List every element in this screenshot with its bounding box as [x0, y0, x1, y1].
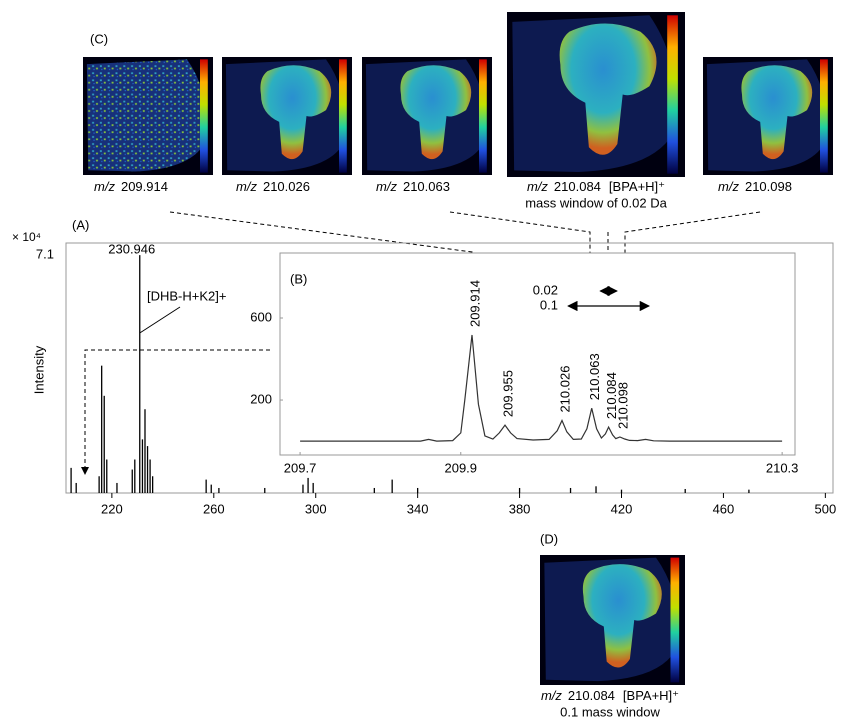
- caption-note: 0.1 mass window: [560, 704, 660, 719]
- caption: m/z 209.914: [94, 179, 168, 194]
- plot-frame: [65, 242, 834, 494]
- mz-prefix: m/z: [236, 179, 257, 194]
- peak-label: 210.026: [557, 366, 572, 413]
- caption: m/z 210.063: [376, 179, 450, 194]
- ion: [BPA+H]⁺: [609, 179, 665, 194]
- annotation-leader: [139, 306, 181, 334]
- x-tick-label: 220: [101, 501, 123, 516]
- x-tick-label: 500: [815, 501, 837, 516]
- ion-image: [362, 57, 492, 175]
- mz-prefix: m/z: [527, 179, 548, 194]
- caption: m/z 210.098: [718, 179, 792, 194]
- mz-prefix: m/z: [718, 179, 739, 194]
- caption: m/z 210.084 [BPA+H]⁺: [527, 179, 665, 194]
- y-tick-label: 7.1: [36, 247, 54, 262]
- mz-value: 210.084: [568, 688, 615, 703]
- peak-label: 230.946: [108, 241, 155, 256]
- caption-note: mass window of 0.02 Da: [525, 195, 667, 210]
- mz-prefix: m/z: [94, 179, 115, 194]
- ion-image: [540, 555, 685, 685]
- mass-window-label: 0.02: [533, 282, 558, 297]
- x-tick-label: 420: [611, 501, 633, 516]
- mz-value: 210.026: [263, 179, 310, 194]
- x-tick-label: 340: [407, 501, 429, 516]
- mz-prefix: m/z: [376, 179, 397, 194]
- peak-label: 209.914: [467, 280, 482, 327]
- ion-image: [507, 12, 685, 178]
- x-tick-label: 460: [713, 501, 735, 516]
- y-axis-label: Intensity: [31, 345, 46, 394]
- spectrum-line: [300, 334, 783, 442]
- mz-value: 210.098: [745, 179, 792, 194]
- x-tick-label: 210.3: [766, 460, 799, 475]
- peak-label: 210.063: [587, 353, 602, 400]
- scale-label: × 10⁴: [12, 230, 41, 244]
- x-tick-label: 300: [305, 501, 327, 516]
- ion-image: [703, 57, 833, 175]
- caption: m/z 210.026: [236, 179, 310, 194]
- y-tick-label: 600: [250, 309, 272, 324]
- peak-label: 210.098: [615, 382, 630, 429]
- y-tick-label: 200: [250, 391, 272, 406]
- panel-label: (C): [90, 31, 108, 46]
- mz-value: 210.063: [403, 179, 450, 194]
- ion: [BPA+H]⁺: [623, 688, 679, 703]
- mz-value: 209.914: [121, 179, 168, 194]
- inset-frame: [279, 252, 796, 456]
- panel-label: (B): [290, 271, 307, 286]
- x-tick-label: 260: [203, 501, 225, 516]
- mz-prefix: m/z: [541, 688, 562, 703]
- mz-value: 210.084: [554, 179, 601, 194]
- peak-label: 209.955: [500, 370, 515, 417]
- panel-label: (D): [540, 531, 558, 546]
- ion-image: [83, 57, 213, 175]
- panel-label: (A): [72, 217, 89, 232]
- x-tick-label: 380: [509, 501, 531, 516]
- x-tick-label: 209.9: [444, 460, 477, 475]
- annotation: [DHB-H+K2]+: [147, 288, 226, 303]
- caption: m/z 210.084 [BPA+H]⁺: [541, 688, 679, 703]
- mass-window-label: 0.1: [540, 297, 558, 312]
- ion-image: [222, 57, 352, 175]
- peak-label: 210.084: [604, 372, 619, 419]
- x-tick-label: 209.7: [284, 460, 317, 475]
